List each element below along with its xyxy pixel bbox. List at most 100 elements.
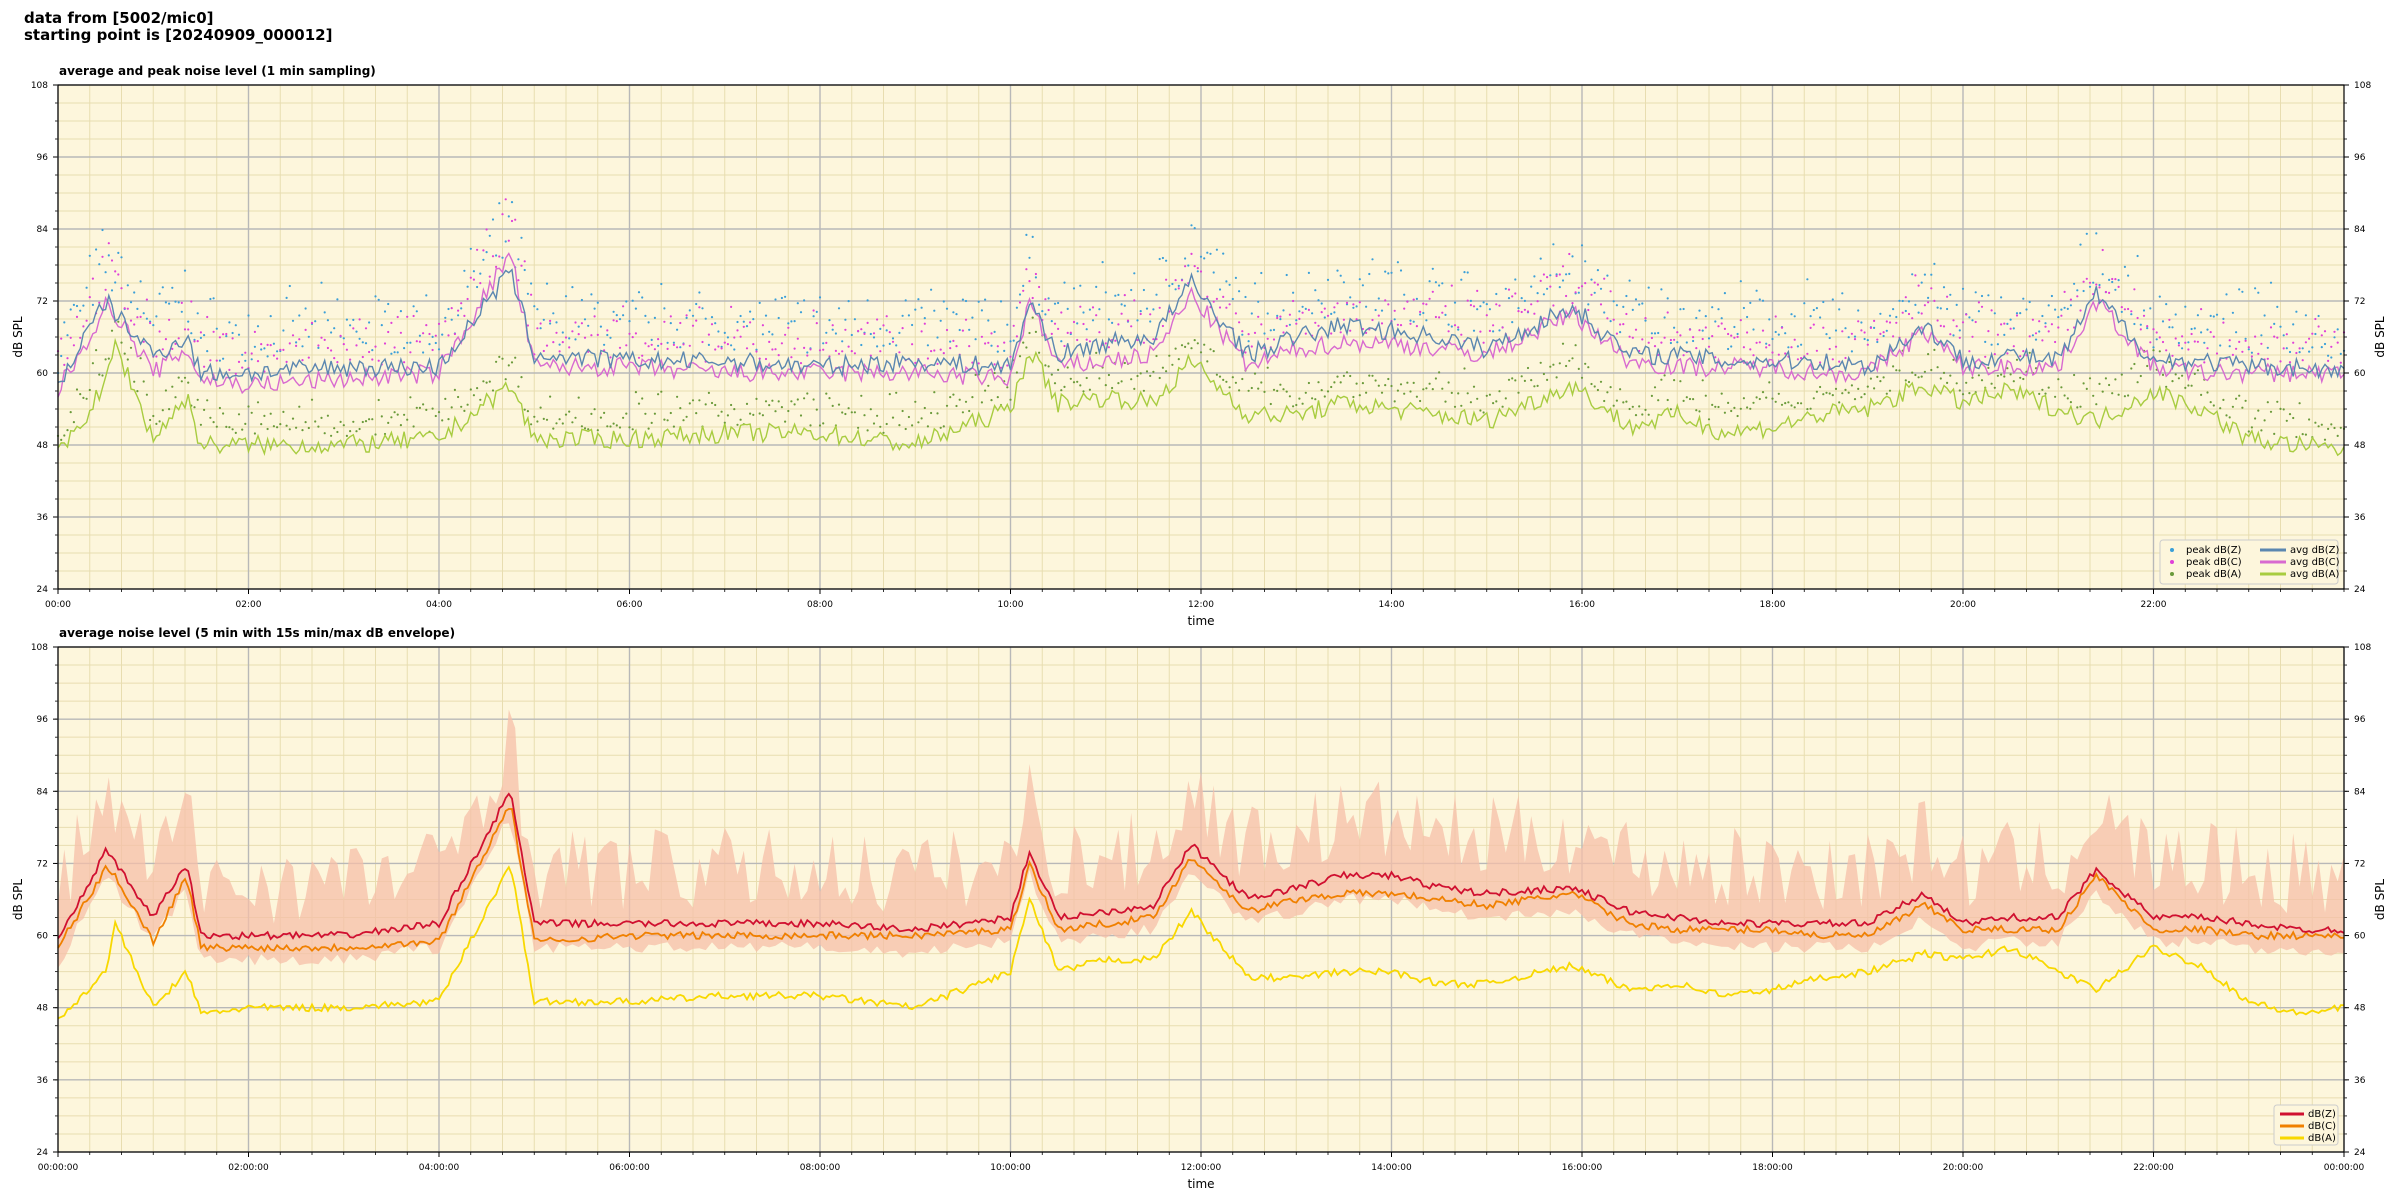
peak-point — [583, 427, 587, 430]
peak-point — [1412, 320, 1415, 323]
peak-point — [542, 349, 545, 353]
peak-point — [349, 324, 352, 327]
peak-point — [1587, 366, 1590, 369]
peak-point — [530, 282, 533, 285]
peak-point — [1873, 387, 1876, 390]
peak-point — [1292, 299, 1295, 303]
peak-point — [180, 301, 183, 304]
peak-point — [1666, 297, 1669, 300]
peak-point — [1831, 394, 1834, 397]
peak-point — [272, 425, 275, 428]
peak-point — [2260, 342, 2263, 345]
x-tick-label: 06:00:00 — [609, 1163, 650, 1173]
peak-point — [1225, 306, 1228, 309]
peak-point — [501, 256, 504, 259]
peak-point — [358, 318, 361, 321]
peak-point — [2285, 333, 2288, 336]
peak-point — [771, 333, 774, 336]
peak-point — [1009, 398, 1012, 401]
peak-point — [2012, 327, 2015, 330]
peak-point — [310, 398, 314, 401]
peak-point — [1834, 329, 1838, 332]
peak-point — [841, 340, 844, 343]
peak-point — [2263, 419, 2266, 422]
peak-point — [1888, 314, 1892, 317]
peak-point — [2244, 399, 2247, 402]
peak-point — [520, 264, 523, 267]
peak-point — [1933, 299, 1936, 302]
peak-point — [136, 307, 139, 310]
peak-point — [952, 339, 955, 342]
peak-point — [2273, 432, 2276, 435]
peak-point — [1015, 335, 1019, 338]
peak-point — [2130, 313, 2133, 316]
peak-point — [345, 348, 348, 351]
peak-point — [752, 318, 755, 321]
peak-point — [279, 423, 282, 426]
peak-point — [2193, 327, 2196, 330]
peak-point — [164, 389, 167, 392]
peak-point — [666, 419, 669, 422]
peak-point — [2003, 322, 2006, 325]
peak-point — [1482, 341, 1485, 344]
peak-point — [139, 315, 142, 318]
peak-point — [1298, 310, 1301, 313]
peak-point — [222, 412, 225, 415]
peak-point — [930, 350, 933, 353]
peak-point — [2311, 332, 2314, 335]
peak-point — [1695, 316, 1698, 320]
peak-point — [1485, 303, 1488, 306]
peak-point — [1003, 341, 1006, 344]
peak-point — [857, 426, 860, 429]
peak-point — [336, 430, 339, 434]
peak-point — [704, 403, 707, 406]
peak-point — [2235, 331, 2238, 334]
legend-label: avg dB(C) — [2290, 557, 2340, 568]
peak-point — [403, 361, 406, 364]
peak-point — [1145, 307, 1149, 310]
peak-point — [1927, 296, 1930, 299]
peak-point — [669, 315, 672, 318]
peak-point — [1434, 315, 1437, 319]
peak-point — [720, 347, 723, 350]
peak-point — [228, 321, 231, 324]
peak-point — [1330, 385, 1333, 389]
peak-point — [1053, 302, 1057, 305]
peak-point — [2057, 378, 2060, 381]
peak-point — [1152, 338, 1155, 341]
peak-point — [2327, 427, 2330, 430]
peak-point — [999, 366, 1003, 369]
peak-point — [1492, 330, 1495, 333]
peak-point — [1660, 378, 1663, 381]
peak-point — [2276, 305, 2279, 308]
peak-point — [625, 300, 628, 303]
peak-point — [168, 408, 171, 411]
peak-point — [1622, 305, 1625, 308]
peak-point — [142, 312, 145, 315]
peak-point — [1695, 409, 1698, 412]
peak-point — [288, 342, 291, 345]
peak-point — [1114, 339, 1117, 342]
peak-point — [1409, 319, 1412, 322]
peak-point — [930, 411, 933, 415]
peak-point — [1196, 267, 1199, 270]
peak-point — [2244, 337, 2247, 340]
peak-point — [736, 423, 739, 426]
y-tick-label: 36 — [37, 513, 49, 523]
x-tick-label: 14:00:00 — [1371, 1163, 1412, 1173]
peak-point — [964, 299, 968, 303]
peak-point — [1292, 405, 1295, 408]
peak-point — [634, 391, 638, 394]
peak-point — [1034, 330, 1037, 333]
peak-point — [1193, 227, 1196, 230]
peak-point — [1104, 384, 1107, 387]
x-tick-label: 00:00:00 — [38, 1163, 79, 1173]
peak-point — [1857, 309, 1860, 312]
peak-point — [1479, 330, 1482, 333]
peak-point — [625, 412, 628, 415]
peak-point — [1942, 325, 1946, 328]
peak-point — [2031, 334, 2034, 337]
peak-point — [603, 411, 606, 414]
peak-point — [2028, 351, 2031, 354]
peak-point — [288, 284, 291, 288]
